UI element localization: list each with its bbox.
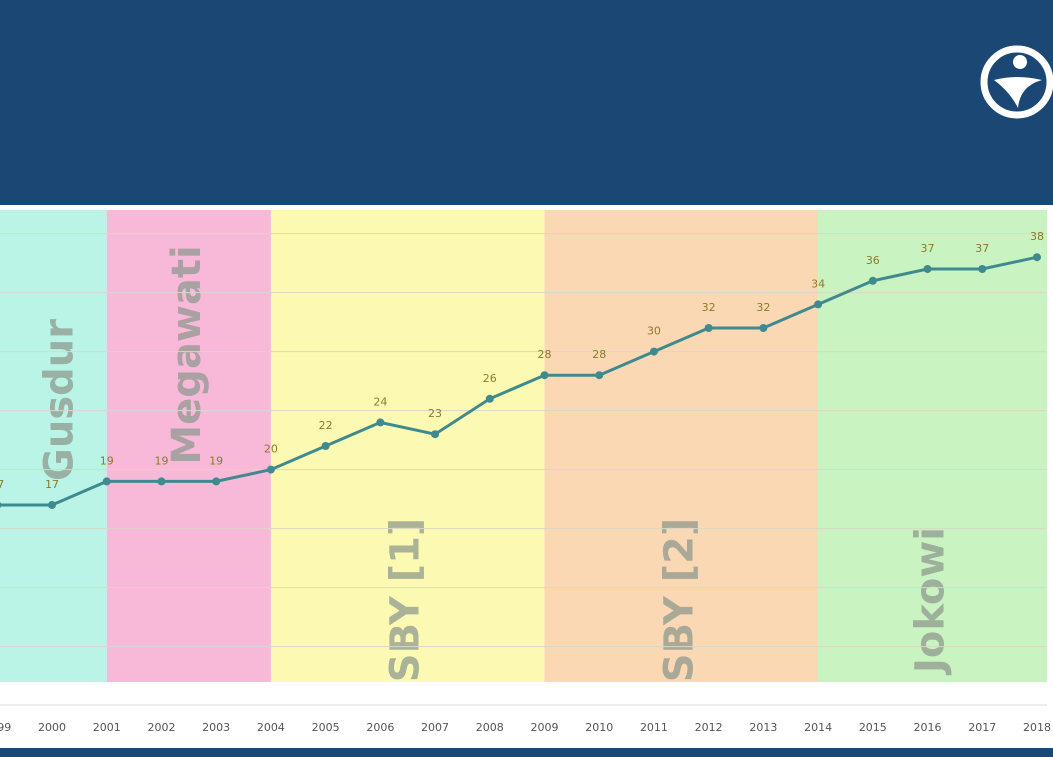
- data-point: [485, 394, 494, 403]
- data-point: [431, 430, 440, 439]
- data-label: 38: [1030, 230, 1044, 243]
- data-point: [0, 502, 2, 508]
- data-point: [376, 418, 385, 427]
- logo: [980, 45, 1053, 119]
- x-tick-label: 2005: [312, 721, 340, 734]
- data-label: 19: [154, 454, 168, 467]
- x-tick-label: 2000: [38, 721, 66, 734]
- data-label: 24: [373, 395, 387, 408]
- x-tick-label: 2013: [749, 721, 777, 734]
- period-label: Megawati: [164, 245, 210, 464]
- data-point: [868, 276, 877, 285]
- period-label: Jokowi: [908, 527, 954, 676]
- data-label: 30: [647, 325, 661, 338]
- period-label: SBY [2]: [656, 518, 702, 682]
- data-point: [157, 477, 166, 486]
- x-tick-label: 2010: [585, 721, 613, 734]
- period-band: [106, 210, 271, 682]
- x-tick-label: 2018: [1023, 721, 1051, 734]
- data-label: 28: [592, 348, 606, 361]
- x-tick-label: 2014: [804, 721, 832, 734]
- data-point: [321, 442, 330, 450]
- x-tick-label: 2015: [859, 721, 887, 734]
- period-label: SBY [1]: [383, 518, 429, 682]
- data-label: 19: [100, 454, 114, 467]
- data-label: 23: [428, 407, 442, 420]
- x-tick-label: 1999: [0, 721, 11, 734]
- x-tick-label: 2004: [257, 721, 285, 734]
- x-tick-label: 2007: [421, 721, 449, 734]
- x-tick-label: 2012: [695, 721, 723, 734]
- x-tick-label: 2001: [93, 721, 121, 734]
- data-label: 20: [264, 443, 278, 456]
- data-label: 19: [209, 454, 223, 467]
- x-tick-label: 2002: [147, 721, 175, 734]
- data-label: 37: [975, 242, 989, 255]
- x-tick-label: 2017: [968, 721, 996, 734]
- data-label: 17: [45, 478, 59, 491]
- period-label: Gusdur: [36, 319, 82, 481]
- x-tick-label: 2009: [531, 721, 559, 734]
- x-tick-label: 2003: [202, 721, 230, 734]
- data-point: [540, 371, 549, 380]
- x-tick-label: 2011: [640, 721, 668, 734]
- data-point: [649, 347, 658, 356]
- data-point: [595, 371, 604, 380]
- data-point: [1032, 253, 1041, 262]
- period-band: [544, 210, 819, 682]
- data-label: 28: [538, 348, 552, 361]
- chart: Gusdur Megawati SBY [1] SBY [2] Jokowi 1999 20…: [0, 210, 1051, 734]
- data-label: 32: [702, 301, 716, 314]
- data-label: 26: [483, 372, 497, 385]
- period-band: [0, 210, 107, 682]
- data-point: [212, 477, 221, 486]
- data-label: 37: [921, 242, 935, 255]
- data-label: 34: [811, 277, 825, 290]
- data-label: 32: [756, 301, 770, 314]
- line-series: [0, 255, 1038, 507]
- x-tick-label: 2008: [476, 721, 504, 734]
- data-point: [814, 300, 823, 309]
- data-label: 22: [319, 419, 333, 432]
- x-tick-label: 2006: [366, 721, 394, 734]
- footer: [0, 748, 1053, 757]
- data-point: [266, 465, 275, 474]
- data-label: 17: [0, 478, 4, 491]
- data-point: [48, 501, 57, 509]
- period-band: [270, 210, 545, 682]
- header: [0, 0, 1053, 205]
- data-point: [102, 477, 111, 486]
- data-point: [923, 265, 932, 273]
- data-point: [978, 265, 987, 273]
- x-tick-label: 2016: [914, 721, 942, 734]
- data-point: [704, 324, 713, 332]
- data-label: 36: [866, 254, 880, 267]
- data-point: [759, 324, 768, 332]
